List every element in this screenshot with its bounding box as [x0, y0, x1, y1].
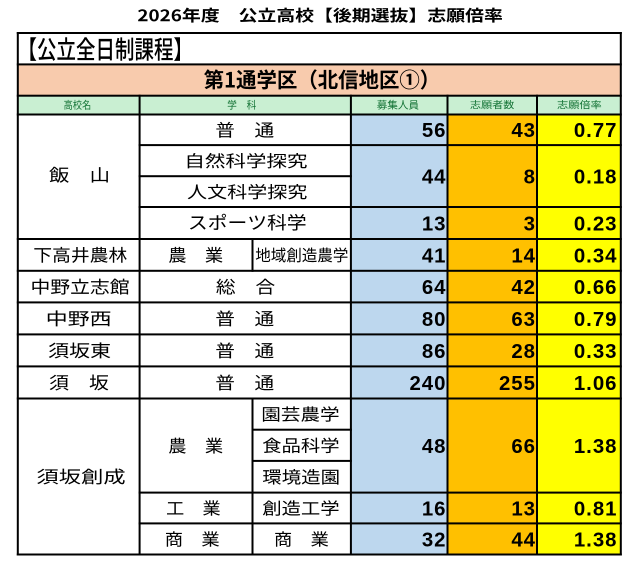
svg-text:0.18: 0.18	[574, 167, 618, 189]
svg-text:64: 64	[422, 277, 447, 299]
svg-text:66: 66	[511, 436, 536, 458]
svg-text:32: 32	[422, 529, 447, 551]
svg-text:1.38: 1.38	[574, 529, 618, 551]
svg-text:16: 16	[422, 498, 447, 520]
svg-text:1.06: 1.06	[574, 373, 618, 395]
svg-text:28: 28	[511, 341, 536, 363]
svg-text:240: 240	[409, 373, 446, 395]
svg-text:13: 13	[511, 498, 536, 520]
svg-text:48: 48	[422, 436, 447, 458]
svg-text:0.81: 0.81	[574, 498, 618, 520]
svg-text:3: 3	[524, 213, 536, 235]
svg-text:1.38: 1.38	[574, 436, 618, 458]
svg-text:42: 42	[511, 277, 536, 299]
svg-text:14: 14	[511, 245, 536, 267]
svg-text:0.33: 0.33	[574, 341, 618, 363]
svg-text:80: 80	[422, 309, 447, 331]
svg-text:0.77: 0.77	[574, 120, 618, 142]
svg-text:44: 44	[422, 167, 447, 189]
svg-text:63: 63	[511, 309, 536, 331]
svg-text:56: 56	[422, 120, 447, 142]
svg-text:44: 44	[511, 529, 536, 551]
svg-text:0.79: 0.79	[574, 309, 618, 331]
svg-text:0.34: 0.34	[574, 245, 618, 267]
svg-text:8: 8	[524, 167, 536, 189]
svg-text:41: 41	[422, 245, 447, 267]
svg-text:13: 13	[422, 213, 447, 235]
svg-text:43: 43	[511, 120, 536, 142]
svg-text:255: 255	[499, 373, 536, 395]
svg-text:0.23: 0.23	[574, 213, 618, 235]
svg-text:86: 86	[422, 341, 447, 363]
svg-text:0.66: 0.66	[574, 277, 618, 299]
